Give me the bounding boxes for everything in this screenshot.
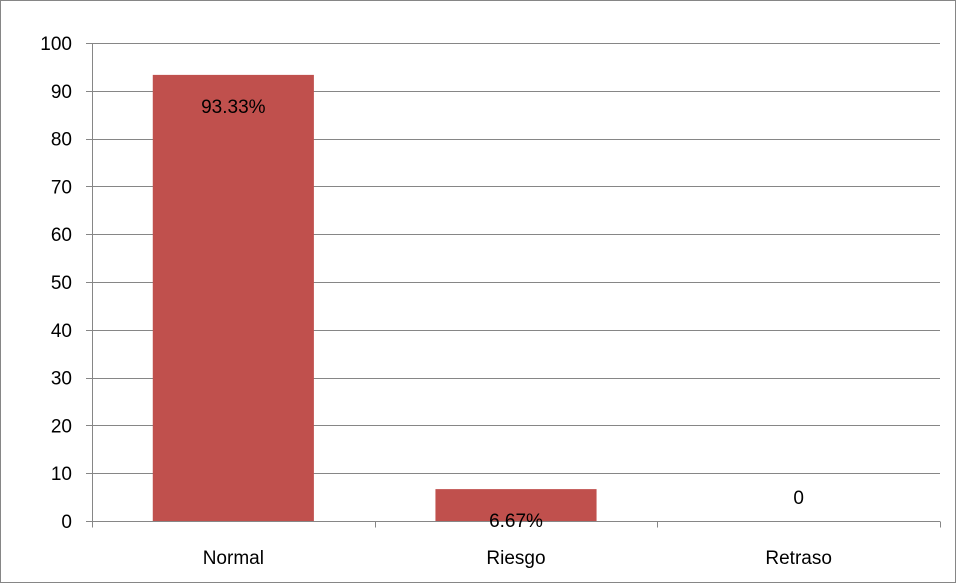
x-axis: Normal Riesgo Retraso bbox=[92, 521, 941, 569]
y-tick-label: 40 bbox=[51, 321, 72, 342]
data-label: 6.67% bbox=[489, 511, 543, 532]
bars bbox=[152, 74, 597, 521]
y-tick-label: 60 bbox=[51, 225, 72, 246]
data-label: 0 bbox=[793, 488, 804, 509]
x-tick-label: Riesgo bbox=[486, 548, 545, 569]
y-tick-label: 50 bbox=[51, 273, 72, 294]
data-labels: 93.33% 6.67% 0 bbox=[201, 97, 804, 532]
y-axis: 0 10 20 30 40 50 60 70 80 90 100 bbox=[40, 34, 93, 533]
x-tick-label: Retraso bbox=[765, 548, 832, 569]
y-tick-label: 80 bbox=[51, 130, 72, 151]
x-tick-label: Normal bbox=[203, 548, 264, 569]
y-tick-label: 10 bbox=[51, 464, 72, 485]
bar-riesgo bbox=[435, 489, 597, 521]
y-tick-label: 100 bbox=[40, 34, 72, 55]
y-tick-label: 90 bbox=[51, 82, 72, 103]
data-label: 93.33% bbox=[201, 97, 266, 118]
y-tick-label: 30 bbox=[51, 369, 72, 390]
y-tick-label: 70 bbox=[51, 177, 72, 198]
y-tick-label: 0 bbox=[61, 512, 72, 533]
y-tick-label: 20 bbox=[51, 416, 72, 437]
bar-normal bbox=[152, 74, 314, 521]
